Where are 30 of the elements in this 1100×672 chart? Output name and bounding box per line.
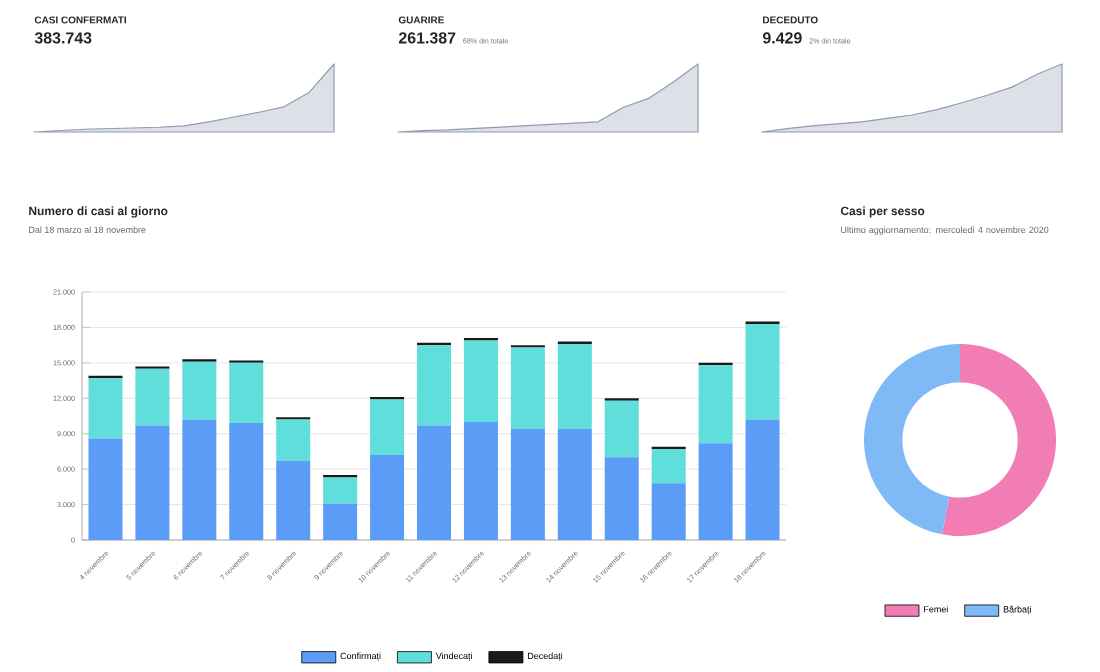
bar [370,454,405,540]
bar [745,419,780,540]
bar [557,428,592,540]
bar [88,438,123,540]
bar [463,421,498,540]
bar [417,425,452,540]
bar [182,419,217,540]
bar [182,361,217,420]
bar [510,347,545,429]
bar [604,457,639,540]
bar [698,365,733,444]
bar [276,460,311,540]
bar [557,343,592,429]
bar [370,399,405,455]
bar [323,503,358,540]
bar [229,362,264,424]
bar [323,477,358,504]
bar [276,419,311,461]
bar [463,340,498,422]
bar [698,443,733,540]
bar [88,378,123,439]
bar [745,323,780,420]
bar [604,400,639,458]
bar [417,345,452,426]
bar [229,423,264,540]
bar [651,449,686,484]
bar [135,425,170,540]
bar [135,368,170,426]
bar [510,428,545,540]
bar [651,483,686,540]
